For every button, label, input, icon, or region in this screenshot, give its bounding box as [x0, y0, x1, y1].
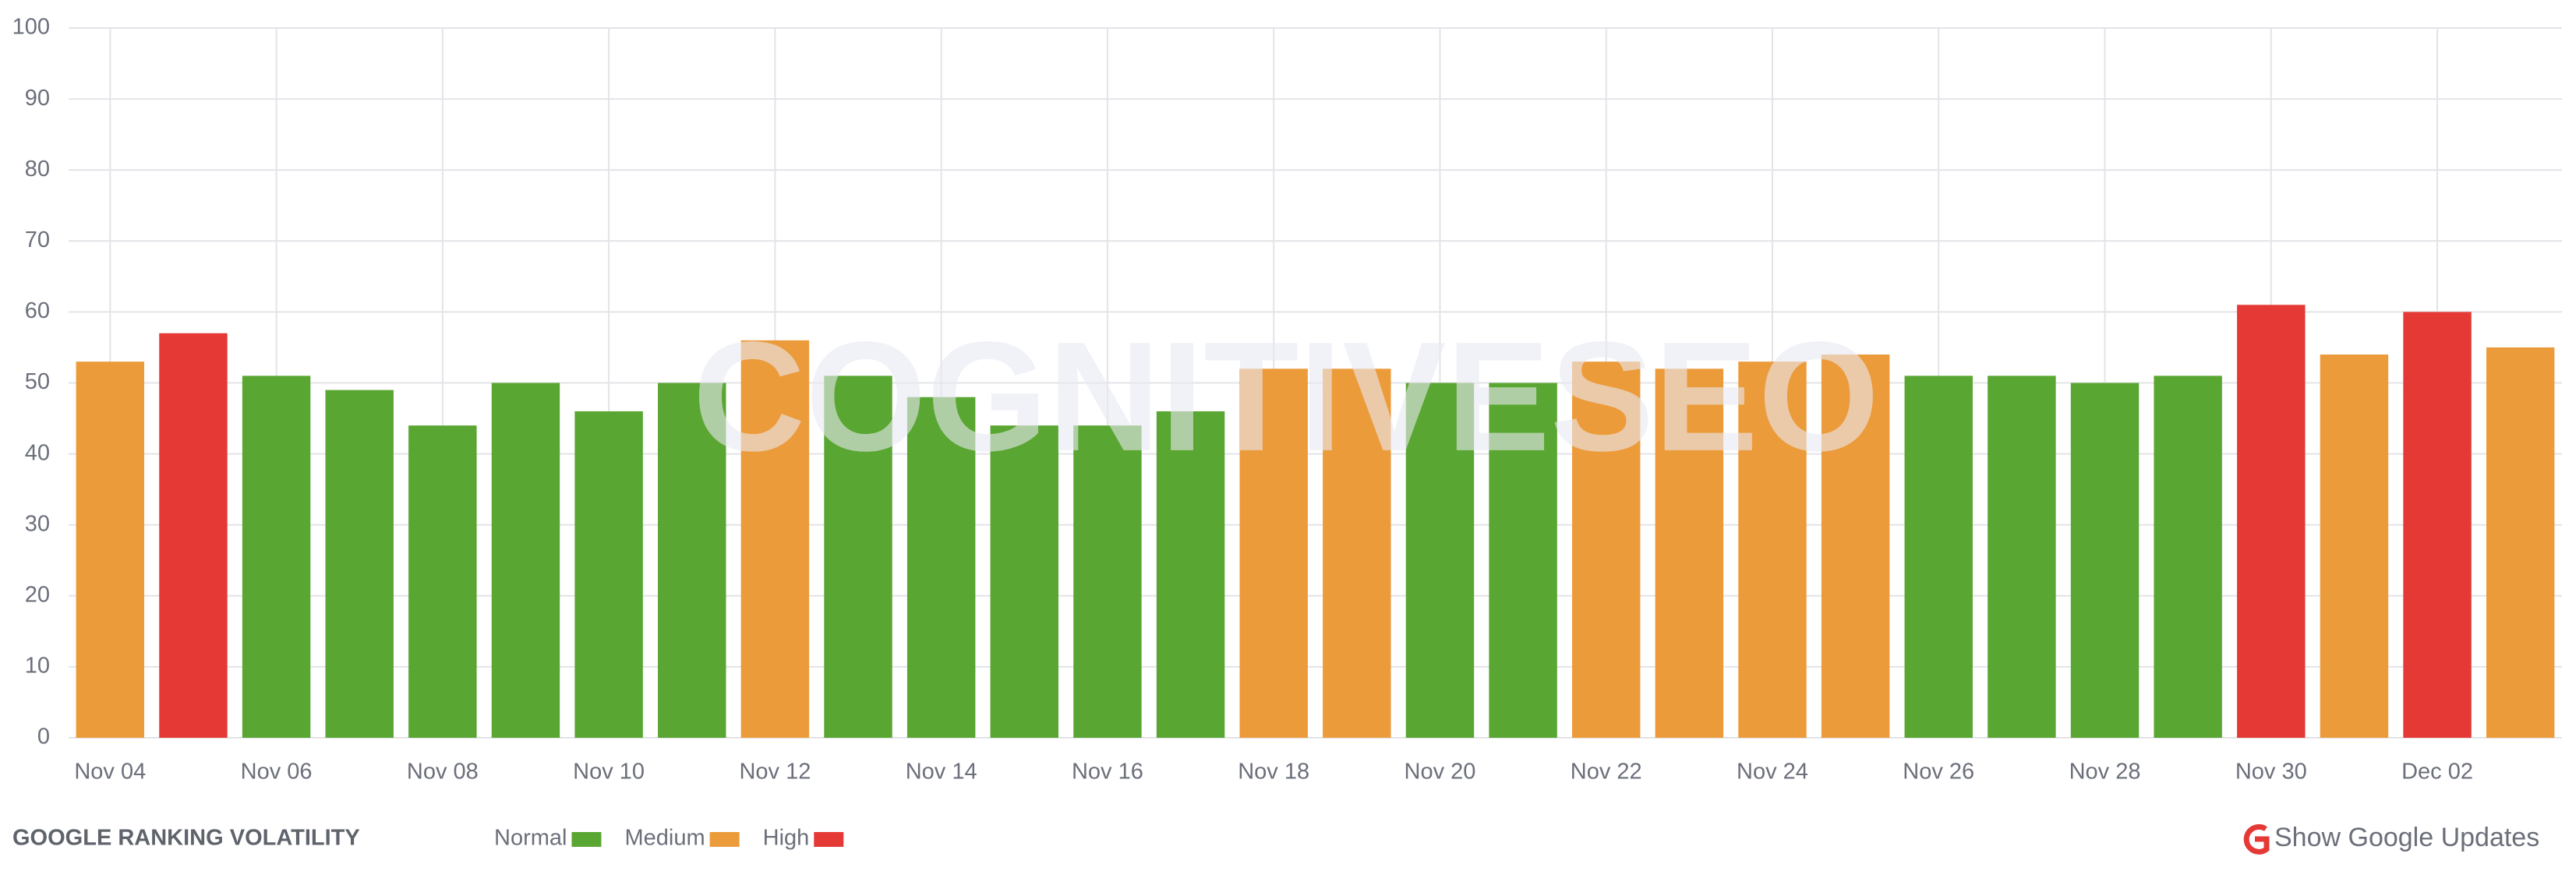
- chart-title: GOOGLE RANKING VOLATILITY: [12, 826, 360, 851]
- x-tick-label: Dec 02: [2401, 760, 2473, 785]
- y-tick-label: 0: [37, 725, 50, 749]
- y-tick-label: 30: [25, 511, 50, 536]
- bar: [242, 376, 311, 738]
- bar: [1655, 368, 1724, 738]
- y-tick-label: 90: [25, 86, 50, 111]
- x-tick-label: Nov 04: [74, 760, 146, 785]
- y-tick-label: 100: [12, 15, 50, 40]
- x-tick-label: Nov 16: [1072, 760, 1143, 785]
- x-tick-label: Nov 28: [2069, 760, 2141, 785]
- x-tick-label: Nov 30: [2235, 760, 2307, 785]
- bar: [1988, 376, 2056, 738]
- bar: [1489, 383, 1557, 738]
- bar: [574, 411, 643, 738]
- x-tick-label: Nov 20: [1405, 760, 1476, 785]
- x-tick-label: Nov 26: [1903, 760, 1974, 785]
- legend-label: High: [763, 826, 810, 851]
- x-tick-label: Nov 22: [1571, 760, 1642, 785]
- bar: [325, 390, 394, 738]
- x-tick-label: Nov 24: [1737, 760, 1808, 785]
- bar: [1239, 368, 1308, 738]
- bar: [2070, 383, 2140, 738]
- bar: [906, 397, 976, 738]
- show-google-updates[interactable]: Show Google Updates: [2243, 823, 2539, 855]
- bar: [2154, 376, 2222, 738]
- legend-label: Normal: [494, 826, 567, 851]
- y-tick-label: 40: [25, 440, 50, 465]
- bar: [1405, 383, 1475, 738]
- x-tick-label: Nov 12: [739, 760, 811, 785]
- y-tick-label: 50: [25, 369, 50, 394]
- bar: [159, 333, 228, 739]
- bars: [76, 305, 2555, 739]
- y-tick-label: 80: [25, 157, 50, 182]
- legend-label: Medium: [624, 826, 705, 851]
- plot: 0 10 20 30 40 50 60 70 80 90 100 Nov 04 Nov 06 Nov 08…: [12, 15, 2562, 851]
- x-tick-label: Nov 14: [906, 760, 977, 785]
- bar: [1904, 376, 1973, 738]
- x-tick-label: Nov 10: [573, 760, 645, 785]
- bar: [2403, 312, 2472, 738]
- google-icon: [2243, 823, 2270, 855]
- bar: [1738, 361, 1807, 738]
- y-tick-label: 70: [25, 227, 50, 252]
- button-label[interactable]: Show Google Updates: [2274, 823, 2539, 852]
- bar: [1323, 368, 1391, 738]
- legend-swatch: [814, 832, 844, 847]
- bar: [740, 340, 810, 738]
- y-tick-label: 20: [25, 582, 50, 607]
- legend-swatch: [571, 832, 602, 847]
- bar: [408, 425, 477, 738]
- bar: [2486, 347, 2555, 738]
- bar: [658, 383, 726, 738]
- legend-swatch: [709, 832, 740, 847]
- x-tick-label: Nov 08: [407, 760, 479, 785]
- bar: [1571, 361, 1641, 738]
- bar: [1073, 425, 1142, 738]
- bar: [491, 383, 560, 738]
- x-tick-label: Nov 06: [241, 760, 313, 785]
- watermark: COGNITIVESEO: [693, 310, 1879, 484]
- bar: [1821, 354, 1890, 738]
- bar: [76, 361, 145, 738]
- bar: [824, 376, 892, 738]
- bar: [990, 425, 1059, 738]
- bar: [2237, 305, 2306, 738]
- x-tick-label: Nov 18: [1238, 760, 1309, 785]
- bar: [2320, 354, 2389, 738]
- bar: [1156, 411, 1225, 738]
- y-tick-label: 60: [25, 298, 50, 323]
- y-tick-label: 10: [25, 654, 50, 679]
